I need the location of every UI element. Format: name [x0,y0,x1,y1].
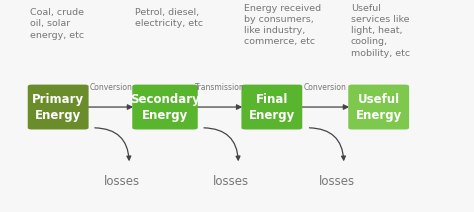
FancyBboxPatch shape [348,85,409,130]
Text: losses: losses [319,174,355,188]
Text: Conversion: Conversion [304,84,346,92]
Text: losses: losses [104,174,140,188]
Text: Energy received
by consumers,
like industry,
commerce, etc: Energy received by consumers, like indus… [244,4,321,46]
Text: Primary
Energy: Primary Energy [32,93,84,121]
FancyBboxPatch shape [241,85,302,130]
Text: Conversion: Conversion [89,84,132,92]
FancyBboxPatch shape [28,85,89,130]
Text: Petrol, diesel,
electricity, etc: Petrol, diesel, electricity, etc [135,8,203,28]
Text: Secondary
Energy: Secondary Energy [130,93,200,121]
Text: Final
Energy: Final Energy [249,93,295,121]
Text: losses: losses [213,174,249,188]
Text: Transmission: Transmission [195,84,245,92]
Text: Useful
services like
light, heat,
cooling,
mobility, etc: Useful services like light, heat, coolin… [351,4,410,58]
Text: Useful
Energy: Useful Energy [356,93,402,121]
Text: Coal, crude
oil, solar
energy, etc: Coal, crude oil, solar energy, etc [30,8,84,40]
FancyBboxPatch shape [132,85,198,130]
